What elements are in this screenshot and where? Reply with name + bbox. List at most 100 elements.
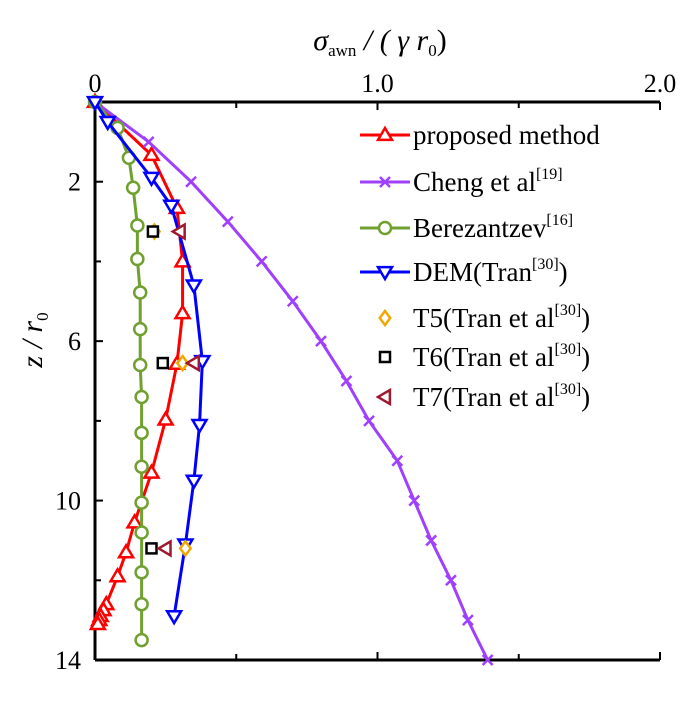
legend-suffix: ) [581, 303, 590, 333]
marker-circle [134, 495, 149, 510]
marker-x [391, 454, 404, 467]
series-t6-tran-et-al [145, 225, 170, 555]
marker-triangle-down [162, 199, 181, 216]
marker-circle [377, 220, 393, 236]
series-cheng-et-al [89, 96, 494, 666]
marker-triangle-down [85, 95, 105, 112]
legend-item: T7(Tran et al[30]) [375, 381, 590, 412]
legend-name: T5(Tran et al [413, 303, 554, 333]
marker-x [462, 614, 474, 627]
marker-circle [132, 357, 148, 373]
y-tick-label: 10 [55, 487, 81, 516]
marker-square [146, 225, 160, 238]
marker-x [255, 255, 268, 268]
y-tick-label: 6 [68, 327, 81, 356]
legend-sup: [16] [546, 212, 573, 229]
legend-sup: [19] [536, 166, 563, 183]
marker-triangle-left [375, 387, 392, 407]
marker-triangle-down [184, 279, 204, 295]
x-label-rest: / ( γ r [356, 24, 428, 57]
x-axis-label: σawn / ( γ r0) [313, 24, 446, 60]
legend-item: proposed method [360, 120, 600, 150]
marker-diamond [378, 308, 392, 328]
marker-triangle-up [142, 463, 161, 479]
x-label-close: ) [437, 24, 447, 57]
legend-item: Cheng et al[19] [360, 166, 563, 197]
y-label-sub: 0 [33, 312, 52, 321]
marker-triangle-up [156, 410, 175, 426]
marker-triangle-up [173, 303, 192, 320]
x-tick-label: 1.0 [361, 69, 394, 98]
series-t5-tran-et-al [147, 222, 193, 558]
marker-circle [130, 251, 145, 267]
legend-label: Berezantzev[16] [413, 212, 573, 243]
marker-triangle-up [375, 125, 395, 142]
marker-triangle-up [108, 566, 127, 583]
marker-triangle-up [125, 513, 144, 529]
legend-name: proposed method [413, 120, 600, 150]
marker-circle [134, 389, 149, 405]
x-tick-label: 2.0 [644, 69, 677, 98]
legend-item: Berezantzev[16] [360, 212, 573, 243]
legend-sup: [30] [532, 256, 559, 273]
legend-item: T5(Tran et al[30]) [378, 302, 590, 333]
marker-circle [132, 321, 148, 337]
marker-circle [134, 596, 149, 612]
legend-label: proposed method [413, 120, 600, 150]
legend-suffix: ) [559, 257, 568, 287]
series-berezantzev [87, 94, 149, 648]
legend-item: DEM(Tran[30]) [360, 256, 568, 287]
marker-x [286, 295, 299, 308]
marker-triangle-down [98, 115, 117, 132]
marker-triangle-down [375, 265, 395, 282]
series-line [93, 101, 204, 617]
marker-triangle-down [184, 474, 204, 491]
marker-circle [134, 632, 149, 648]
marker-x [315, 335, 327, 348]
marker-circle [125, 180, 141, 195]
marker-triangle-up [116, 542, 136, 559]
y-axis-label: z / r0 [16, 312, 52, 368]
marker-x [340, 375, 353, 387]
marker-triangle-left [156, 539, 172, 558]
marker-x [379, 176, 391, 188]
marker-square [378, 350, 392, 364]
marker-triangle-left [170, 222, 186, 241]
marker-x [408, 494, 421, 507]
legend-label: Cheng et al[19] [413, 166, 563, 197]
marker-triangle-up [142, 145, 161, 162]
legend-label: T5(Tran et al[30]) [413, 302, 590, 333]
marker-circle [134, 425, 149, 441]
legend-sup: [30] [554, 341, 581, 358]
legend-name: Berezantzev [413, 213, 547, 243]
marker-circle [134, 525, 149, 540]
marker-circle [132, 285, 148, 300]
legend-name: T7(Tran et al [413, 382, 554, 412]
y-label-main: z / r [16, 321, 49, 369]
marker-square [156, 356, 170, 370]
legend-suffix: ) [581, 382, 590, 412]
marker-circle [134, 459, 149, 474]
x-label-sub: awn [328, 41, 357, 60]
marker-triangle-down [190, 418, 209, 435]
legend-label: DEM(Tran[30]) [413, 256, 568, 287]
marker-circle [134, 565, 149, 580]
marker-x [142, 135, 155, 148]
marker-x [185, 175, 197, 188]
legend-label: T7(Tran et al[30]) [413, 381, 590, 412]
marker-x [221, 215, 234, 228]
marker-circle [130, 218, 145, 233]
marker-square [145, 542, 158, 555]
legend-name: DEM(Tran [413, 257, 533, 287]
marker-diamond [178, 539, 193, 558]
marker-x [425, 534, 438, 547]
marker-triangle-down [142, 171, 161, 188]
marker-triangle-left [184, 353, 201, 373]
marker-x [481, 654, 494, 666]
marker-x [363, 414, 375, 427]
marker-diamond [175, 353, 190, 373]
legend-suffix: ) [581, 342, 590, 372]
legend-label: T6(Tran et al[30]) [413, 341, 590, 372]
